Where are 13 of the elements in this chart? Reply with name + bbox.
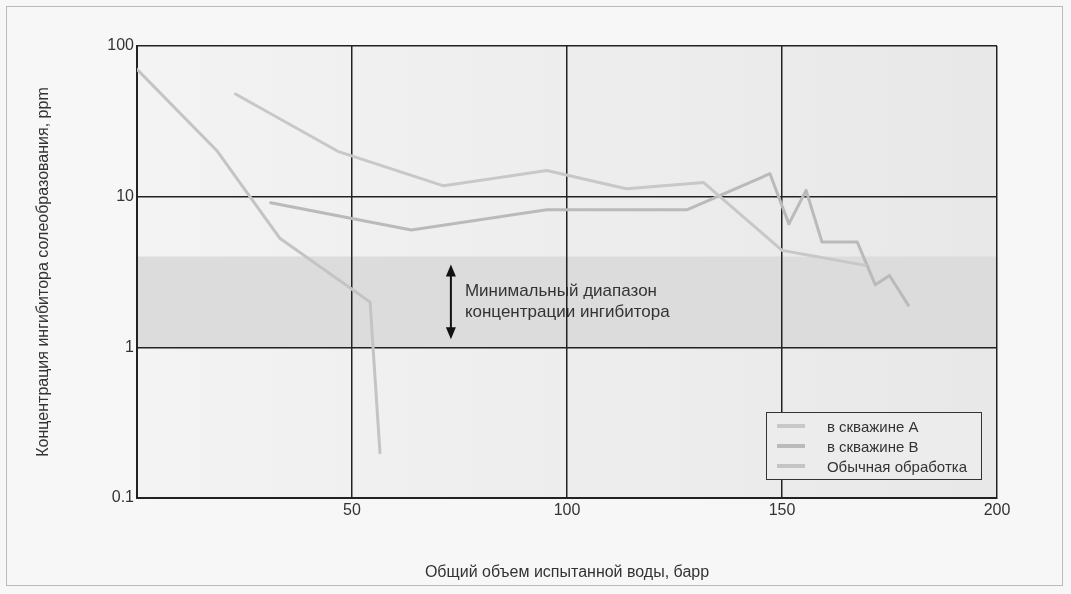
x-tick-label: 100 [553,501,581,519]
y-tick-label: 10 [116,187,135,205]
y-axis-title: Концентрация ингибитора солеобразования, ppm [34,87,52,457]
y-tick-label: 100 [107,36,135,54]
x-tick-label: 200 [983,501,1011,519]
y-tick-label: 1 [125,337,135,355]
y-tick-label: 0.1 [111,488,135,506]
x-tick-label: 50 [343,501,361,519]
legend-label: в скважине A [826,417,919,435]
legend-label: Обычная обработка [826,457,967,475]
x-tick-label: 150 [768,501,796,519]
x-axis-title: Общий объем испытанной воды, барр [424,562,710,580]
legend-label: в скважине B [826,437,919,455]
